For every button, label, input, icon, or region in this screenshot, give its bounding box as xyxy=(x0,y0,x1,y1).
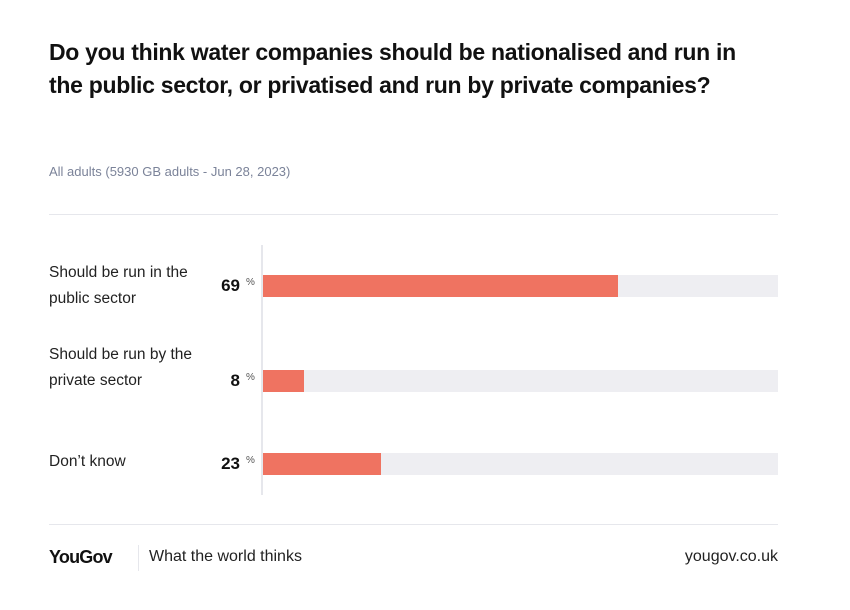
bar xyxy=(263,275,619,297)
chart-title: Do you think water companies should be n… xyxy=(49,39,736,98)
bottom-divider xyxy=(49,524,778,525)
bar-track xyxy=(263,453,778,475)
bar xyxy=(263,370,305,392)
bar xyxy=(263,453,382,475)
tagline: What the world thinks xyxy=(149,548,302,565)
percent-sign: % xyxy=(246,372,255,383)
footer-separator xyxy=(138,545,139,571)
chart-subtitle: All adults (5930 GB adults - Jun 28, 202… xyxy=(49,164,291,179)
category-label: Should be run in the public sector xyxy=(49,264,188,307)
percent-sign: % xyxy=(246,277,255,288)
category-label: Should be run by the private sector xyxy=(49,346,193,389)
bar-track xyxy=(263,275,778,297)
site-link[interactable]: yougov.co.uk xyxy=(684,548,778,565)
yougov-logo: YouGov xyxy=(49,547,113,567)
top-divider xyxy=(49,214,778,215)
percent-sign: % xyxy=(246,455,255,466)
category-label: Don’t know xyxy=(49,453,126,470)
axis-line xyxy=(261,245,263,495)
value-label: 69 xyxy=(221,276,240,295)
value-label: 8 xyxy=(230,371,240,390)
bar-track xyxy=(263,370,778,392)
value-label: 23 xyxy=(221,454,240,473)
